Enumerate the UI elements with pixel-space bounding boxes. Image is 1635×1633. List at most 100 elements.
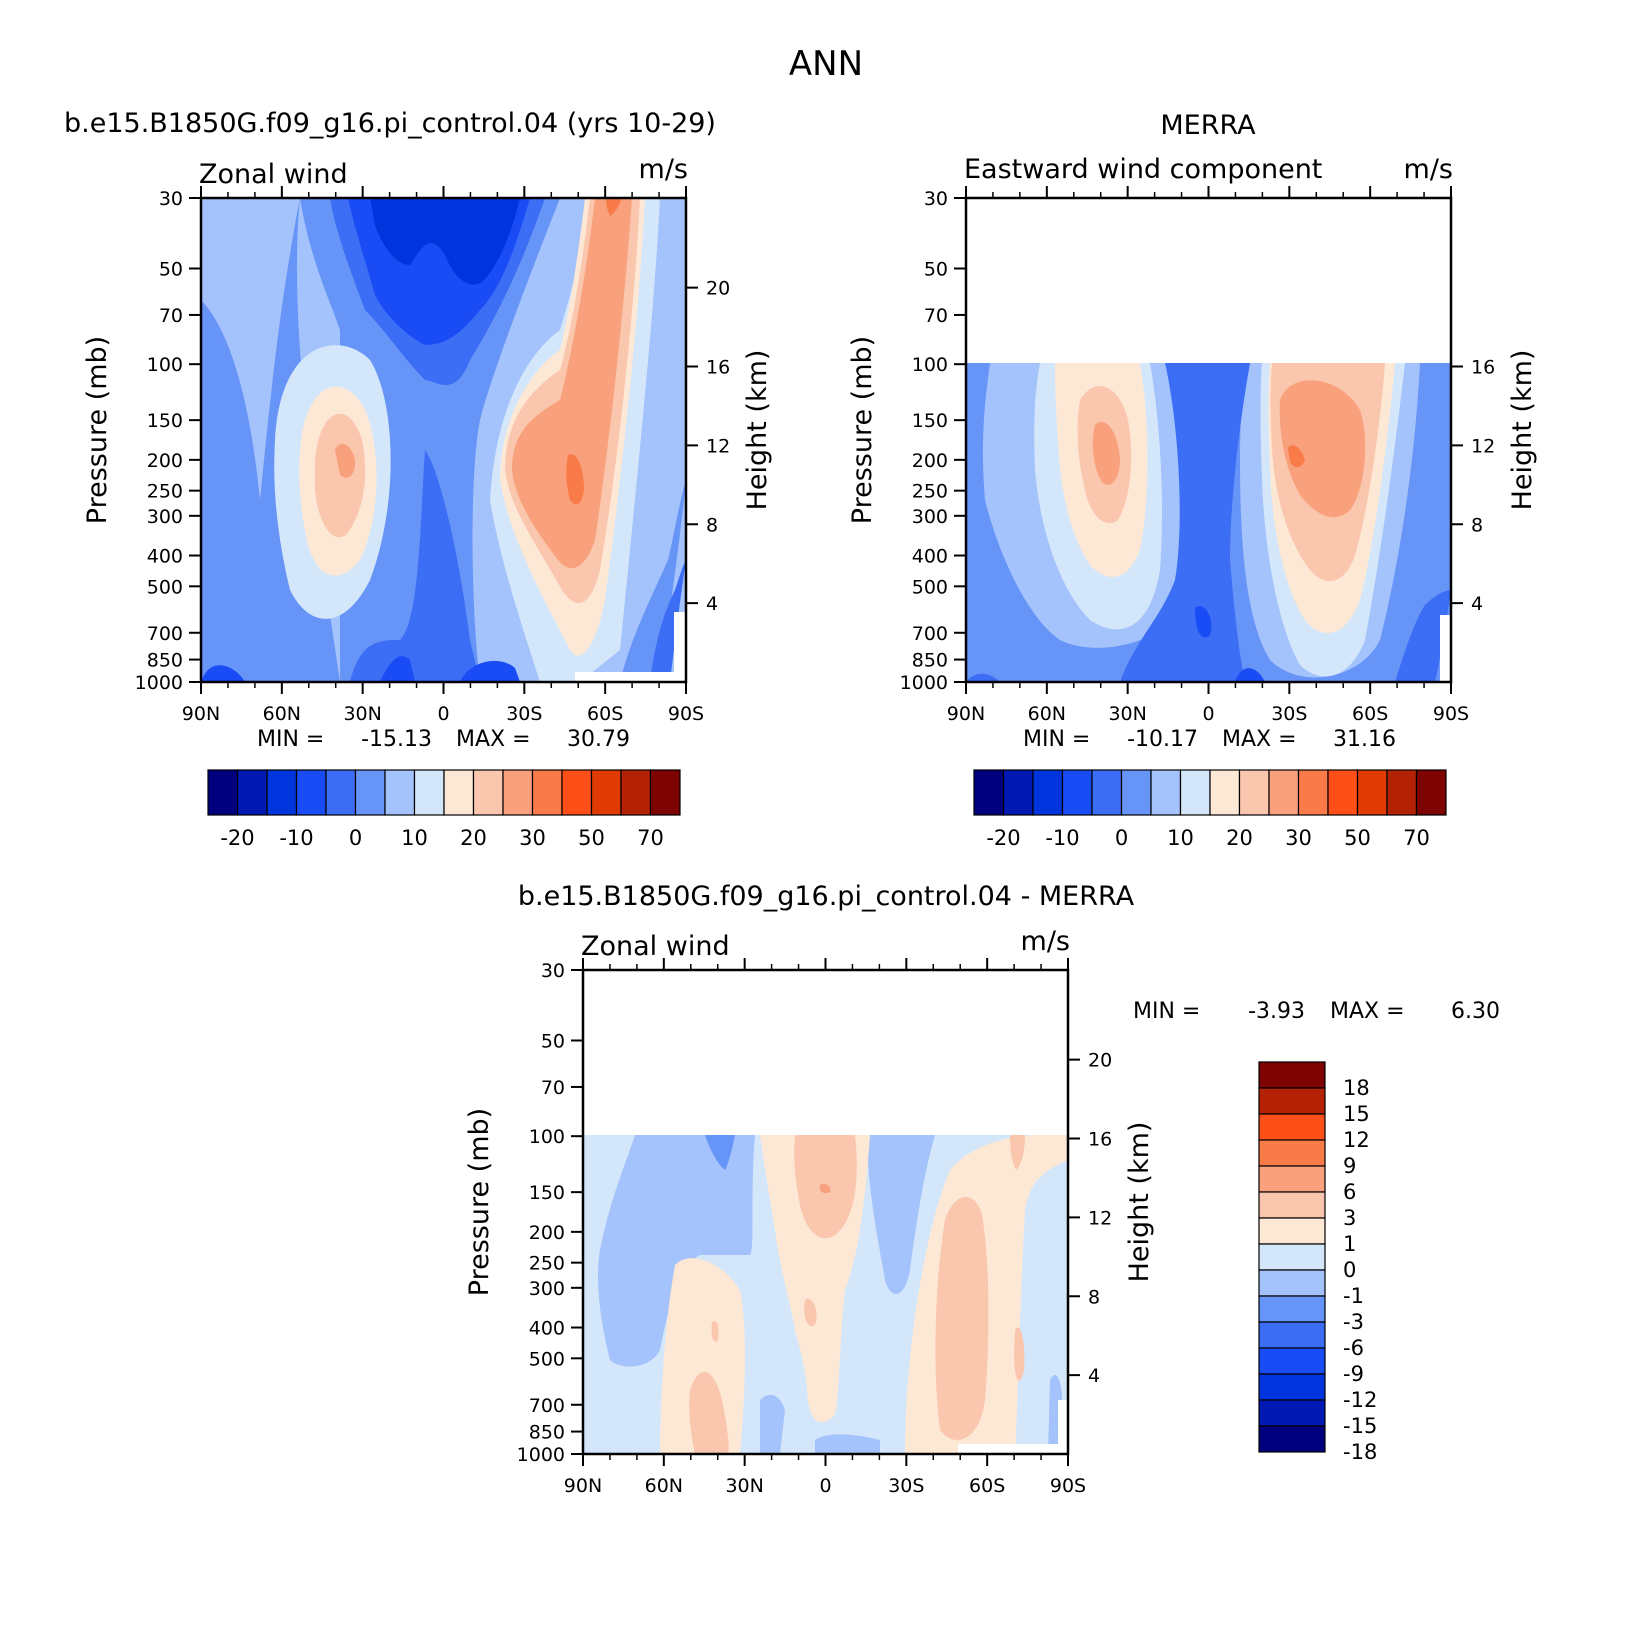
colorbar-control: -20 -10 0 10 20 30 50 70	[207, 769, 681, 850]
colorbar-label: 0	[1115, 826, 1128, 850]
y-tick-label: 200	[529, 1222, 565, 1244]
colorbar-box	[1258, 1425, 1326, 1453]
y2-tick-label: 16	[706, 357, 730, 379]
colorbar-label: 10	[1167, 826, 1194, 850]
missing-data	[674, 612, 686, 682]
y-axis-label: Pressure (mb)	[82, 336, 113, 524]
panel-merra-contours	[966, 363, 1451, 682]
colorbar-label: 9	[1343, 1154, 1356, 1178]
y2-tick-label: 16	[1088, 1129, 1112, 1151]
colorbar-box	[1356, 769, 1388, 816]
colorbar-box	[472, 769, 504, 816]
panel-merra-left-string: Eastward wind component	[964, 154, 1322, 185]
colorbar-box	[1120, 769, 1152, 816]
y2-tick-label: 12	[1471, 435, 1495, 457]
y-tick-label: 1000	[517, 1444, 565, 1466]
y2-tick-label: 12	[706, 435, 730, 457]
colorbar-label: 1	[1343, 1232, 1356, 1256]
y-tick-label: 70	[924, 305, 948, 327]
y-tick-label: 30	[159, 188, 183, 210]
stats-max-value: 6.30	[1451, 999, 1500, 1024]
colorbar-box	[1258, 1321, 1326, 1349]
y-tick-label: 850	[529, 1422, 565, 1444]
colorbar-label: 18	[1343, 1076, 1370, 1100]
y-tick-label: 500	[912, 576, 948, 598]
x-tick-label: 60S	[969, 1475, 1005, 1497]
x-tick-label: 60S	[587, 703, 623, 725]
y-tick-label: 50	[924, 259, 948, 281]
x-tick-label: 30N	[343, 703, 381, 725]
contour-fill	[650, 560, 686, 682]
colorbar-label: 70	[1403, 826, 1430, 850]
colorbar-box	[1386, 769, 1418, 816]
missing-data	[1058, 1400, 1068, 1454]
colorbar-box	[1258, 1139, 1326, 1167]
y-tick-label: 150	[147, 410, 183, 432]
contour-fill	[201, 665, 245, 682]
colorbar-label: 10	[401, 826, 428, 850]
panel-merra: MERRA Eastward wind component m/s 30 50 70…	[847, 110, 1538, 725]
colorbar-box	[266, 769, 298, 816]
y-tick-label: 300	[529, 1278, 565, 1300]
colorbar-box	[1258, 1165, 1326, 1193]
colorbar-box	[354, 769, 386, 816]
x-tick-label: 30S	[1271, 703, 1307, 725]
colorbar-label: -20	[986, 826, 1020, 850]
panel-merra-right-string: m/s	[1404, 154, 1453, 185]
stats-min-label: MIN =	[1023, 727, 1090, 752]
x-tick-label: 90N	[182, 703, 220, 725]
colorbar-box	[649, 769, 681, 816]
colorbar-box	[1002, 769, 1034, 816]
colorbar-label: -9	[1343, 1362, 1364, 1386]
colorbar-box	[1091, 769, 1123, 816]
panel-diff-right-string: m/s	[1021, 926, 1070, 957]
contour-fill	[512, 198, 632, 569]
y-tick-label: 100	[529, 1126, 565, 1148]
contour-fill	[819, 1183, 831, 1194]
colorbar-box	[1258, 1373, 1326, 1401]
x-tick-label: 90S	[1433, 703, 1469, 725]
y-tick-label: 500	[529, 1348, 565, 1370]
colorbar-label: 20	[460, 826, 487, 850]
panel-diff: b.e15.B1850G.f09_g16.pi_control.04 - MER…	[464, 881, 1500, 1497]
colorbar-box	[590, 769, 622, 816]
x-tick-label: 60N	[645, 1475, 683, 1497]
x-tick-label: 0	[437, 703, 449, 725]
contour-fill	[1395, 590, 1451, 682]
colorbar-label: 3	[1343, 1206, 1356, 1230]
colorbar-box	[620, 769, 652, 816]
panel-control-stats: MIN = -15.13 MAX = 30.79	[257, 727, 630, 752]
panel-diff-stats: MIN = -3.93 MAX = 6.30	[1133, 999, 1500, 1024]
contour-fill	[711, 1320, 719, 1342]
y-tick-label: 850	[912, 650, 948, 672]
y-tick-label: 250	[529, 1253, 565, 1275]
x-tick-label: 90N	[947, 703, 985, 725]
contour-fill	[350, 450, 480, 682]
x-tick-label: 0	[1202, 703, 1214, 725]
colorbar-label: 50	[1344, 826, 1371, 850]
panel-control-right-string: m/s	[639, 154, 688, 185]
panel-diff-left-string: Zonal wind	[581, 931, 730, 962]
contour-fill	[935, 1196, 989, 1440]
colorbar-box	[295, 769, 327, 816]
contour-fill	[1235, 668, 1265, 682]
y-tick-label: 850	[147, 650, 183, 672]
colorbar-box	[207, 769, 239, 816]
y-tick-label: 200	[147, 450, 183, 472]
stats-max-label: MAX =	[456, 727, 531, 752]
x-tick-label: 60N	[263, 703, 301, 725]
y-tick-label: 200	[912, 450, 948, 472]
colorbar-box	[1258, 1087, 1326, 1115]
contour-fill	[868, 1135, 935, 1294]
y-tick-label: 400	[912, 546, 948, 568]
panel-diff-contours	[583, 1135, 1068, 1454]
missing-data	[575, 672, 686, 682]
y-tick-label: 70	[159, 305, 183, 327]
x-tick-label: 60N	[1028, 703, 1066, 725]
page-title: ANN	[789, 44, 863, 84]
colorbar-box	[1297, 769, 1329, 816]
colorbar-label: -10	[279, 826, 313, 850]
panel-control-title: b.e15.B1850G.f09_g16.pi_control.04 (yrs …	[64, 108, 716, 139]
x-tick-label: 30N	[1108, 703, 1146, 725]
